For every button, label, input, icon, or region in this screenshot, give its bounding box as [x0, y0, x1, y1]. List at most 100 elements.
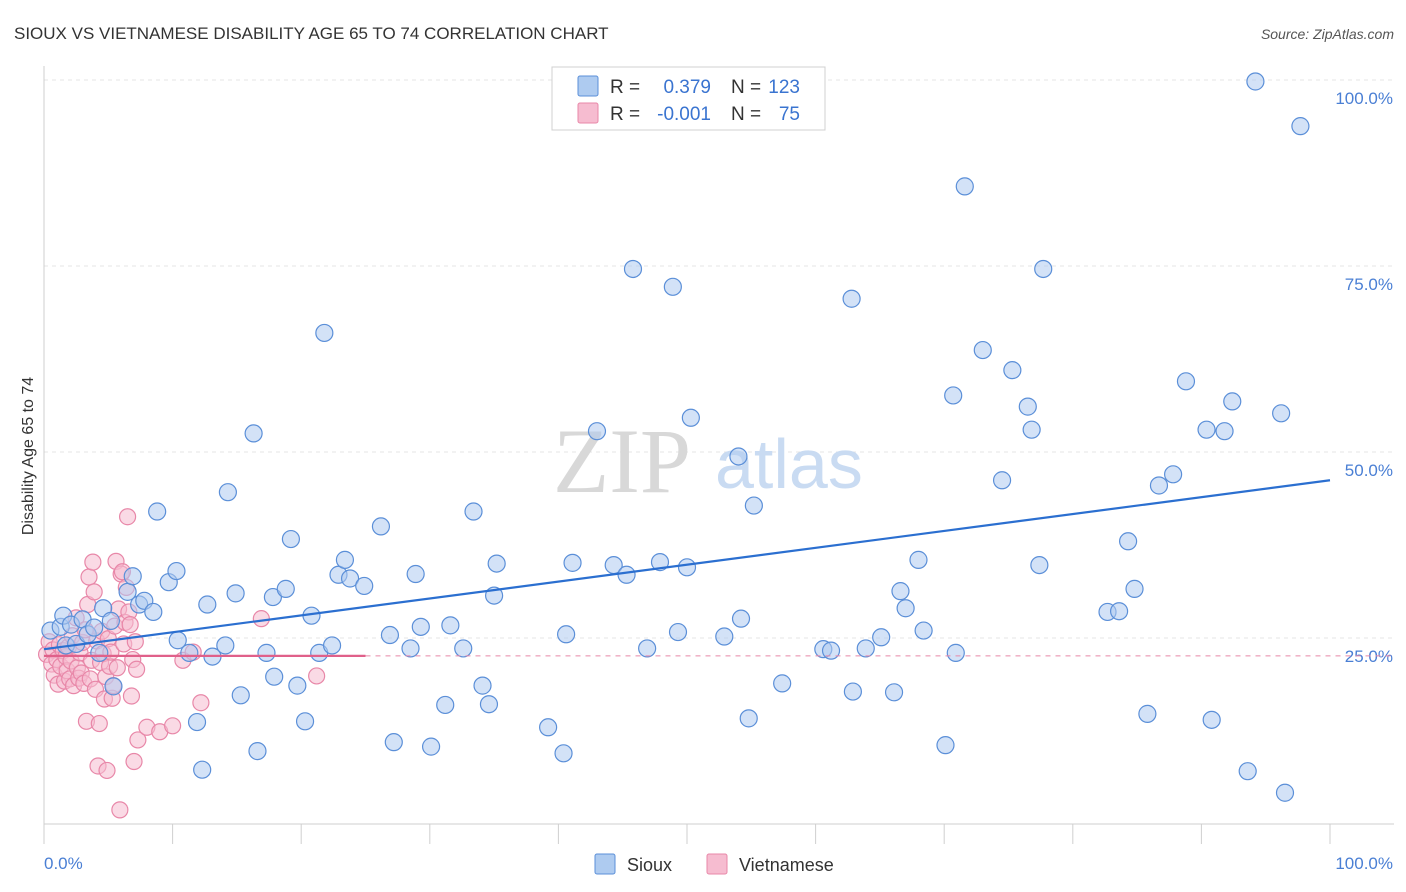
sioux-point-20 [167, 561, 186, 581]
sioux-point-101 [1018, 397, 1037, 416]
sioux-point-108 [1125, 579, 1144, 598]
sioux-point-118 [1246, 72, 1265, 91]
sioux-point-121 [1291, 117, 1310, 136]
sioux-point-71 [638, 639, 657, 658]
sioux-point-43 [322, 636, 342, 655]
sioux-r-value: 0.379 [663, 77, 711, 98]
sioux-point-107 [1118, 532, 1138, 551]
sioux-point-98 [973, 340, 992, 360]
sioux-point-48 [371, 517, 391, 536]
sioux-point-119 [1272, 404, 1291, 423]
y-tick-labels: 25.0% 50.0% 75.0% 100.0% [1335, 89, 1393, 666]
vietnamese-point-58 [118, 508, 137, 526]
sioux-point-73 [663, 277, 682, 296]
sioux-point-24 [193, 760, 212, 779]
source-label: Source: ZipAtlas.com [1261, 26, 1394, 42]
sioux-point-69 [617, 565, 636, 584]
viet-r-value: -0.001 [657, 104, 711, 125]
sioux-point-18 [148, 502, 167, 521]
y-axis-label: Disability Age 65 to 74 [20, 377, 37, 535]
sioux-point-55 [436, 695, 455, 715]
sioux-point-85 [842, 289, 861, 308]
sioux-point-58 [464, 502, 483, 521]
sioux-point-96 [946, 643, 965, 662]
sioux-point-60 [479, 695, 499, 714]
sioux-point-25 [198, 595, 217, 614]
sioux-point-79 [731, 609, 751, 628]
sioux-point-66 [563, 553, 582, 572]
y-tick-label-1: 50.0% [1345, 461, 1393, 480]
sioux-point-65 [557, 625, 576, 644]
sioux-point-14 [123, 567, 142, 586]
sioux-point-86 [843, 682, 862, 701]
sioux-point-12 [104, 677, 123, 696]
sioux-point-63 [539, 718, 558, 737]
sioux-point-52 [406, 564, 425, 584]
sioux-point-62 [487, 554, 506, 573]
sioux-point-94 [936, 736, 955, 755]
sioux-point-35 [265, 667, 284, 686]
sioux-point-32 [248, 741, 267, 761]
sioux-point-114 [1202, 710, 1221, 729]
sioux-point-75 [677, 558, 697, 577]
vietnamese-point-60 [121, 616, 139, 634]
sioux-point-64 [554, 744, 573, 763]
sioux-n-value: 123 [768, 77, 800, 98]
sioux-point-120 [1275, 783, 1295, 802]
sioux-point-29 [226, 584, 245, 603]
sioux-bottom-label: Sioux [627, 855, 672, 875]
sioux-point-112 [1176, 372, 1196, 391]
sioux-point-70 [623, 259, 643, 279]
sioux-point-28 [218, 483, 237, 502]
sioux-point-9 [90, 643, 109, 662]
sioux-point-82 [773, 674, 792, 693]
sioux-point-45 [335, 550, 355, 569]
axes [43, 66, 1394, 844]
sioux-point-99 [992, 471, 1012, 490]
x-tick-label-1: 100.0% [1335, 854, 1393, 873]
sioux-point-33 [257, 643, 276, 662]
vietnamese-points [37, 508, 326, 819]
sioux-point-30 [231, 686, 250, 705]
sioux-point-59 [473, 676, 492, 695]
sioux-point-34 [263, 587, 283, 607]
sioux-point-92 [909, 550, 928, 569]
sioux-point-116 [1223, 392, 1242, 411]
sioux-point-90 [891, 582, 910, 601]
bottom-legend: Sioux Vietnamese [594, 853, 834, 875]
sioux-point-80 [739, 709, 758, 728]
viet-n-value: 75 [779, 104, 800, 125]
vietnamese-bottom-label: Vietnamese [739, 855, 834, 875]
y-tick-label-3: 100.0% [1335, 89, 1393, 108]
sioux-point-72 [650, 553, 670, 572]
sioux-point-89 [884, 683, 904, 702]
vietnamese-point-74 [308, 667, 326, 685]
chart-title: SIOUX VS VIETNAMESE DISABILITY AGE 65 TO… [14, 24, 609, 43]
y-tick-label-0: 25.0% [1345, 647, 1393, 666]
grid [44, 79, 1394, 639]
sioux-legend-swatch [577, 75, 599, 97]
sioux-point-31 [244, 424, 263, 443]
vietnamese-point-28 [80, 568, 98, 586]
trend-lines [43, 479, 1394, 657]
sioux-point-27 [216, 636, 235, 655]
sioux-point-53 [411, 617, 430, 636]
viet-r-label: R = [610, 104, 640, 125]
x-tick-labels: 0.0% 100.0% [44, 854, 1393, 873]
vietnamese-point-31 [84, 553, 102, 571]
sioux-point-76 [681, 408, 700, 427]
sioux-point-74 [668, 622, 688, 642]
sioux-bottom-swatch [594, 853, 616, 875]
sioux-point-56 [441, 616, 460, 635]
sioux-point-49 [380, 625, 400, 645]
y-tick-label-2: 75.0% [1345, 275, 1393, 294]
sioux-point-57 [454, 639, 473, 658]
sioux-point-8 [85, 618, 104, 637]
sioux-point-111 [1164, 465, 1183, 484]
vietnamese-bottom-swatch [706, 853, 728, 875]
sioux-n-label: N = [731, 77, 761, 98]
sioux-point-110 [1149, 476, 1169, 495]
sioux-point-51 [401, 639, 420, 658]
vietnamese-point-52 [111, 801, 129, 819]
sioux-point-47 [355, 576, 374, 596]
